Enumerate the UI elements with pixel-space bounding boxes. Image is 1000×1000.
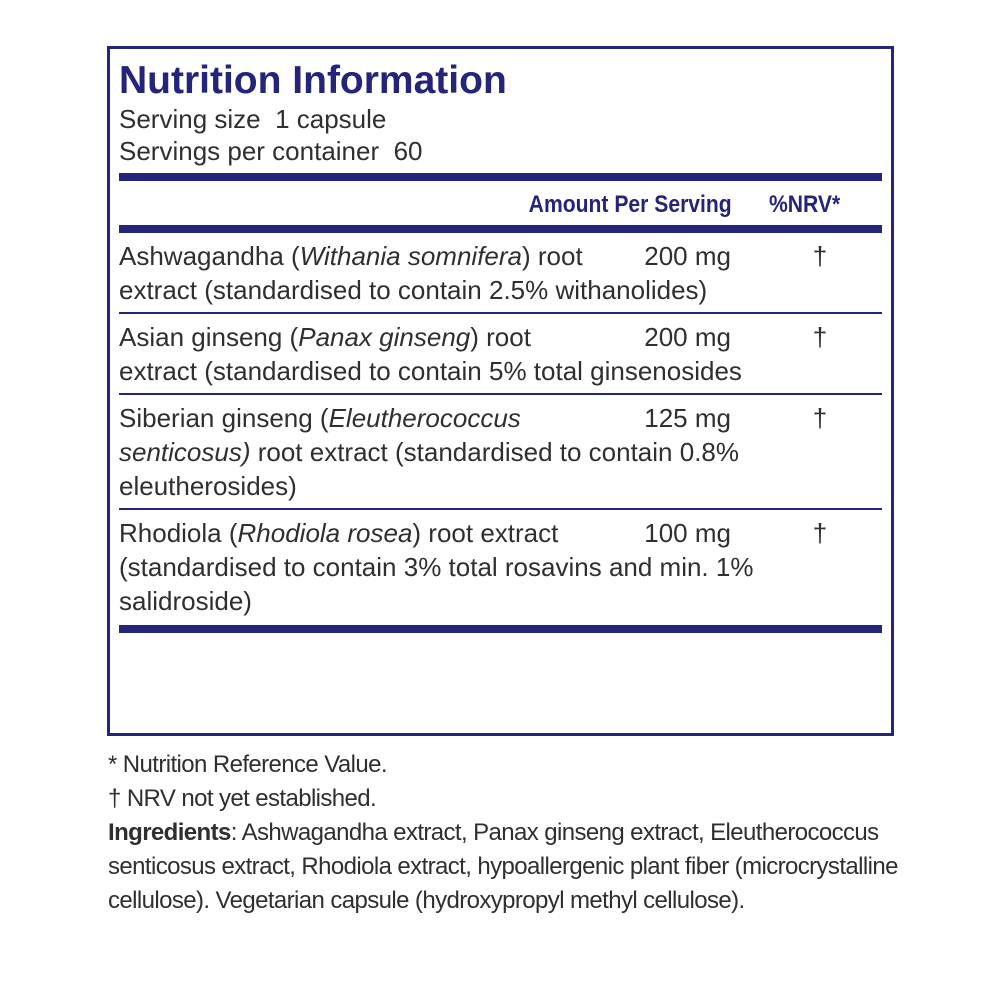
ingredients-label: Ingredients bbox=[108, 819, 231, 846]
divider-bar bbox=[119, 173, 882, 181]
divider-bar bbox=[119, 225, 882, 233]
row-values: 125 mg † bbox=[612, 401, 882, 435]
table-row: 200 mg † Ashwagandha (Withania somnifera) … bbox=[119, 233, 882, 314]
ingredients: Ingredients: Ashwagandha extract, Panax … bbox=[108, 816, 898, 918]
divider-bar bbox=[119, 625, 882, 633]
amount: 200 mg bbox=[644, 322, 731, 352]
nrv: † bbox=[812, 403, 828, 433]
ingredient-name: Rhodiola rosea bbox=[237, 518, 413, 548]
column-header: Amount Per Serving bbox=[528, 191, 732, 218]
servings-per-container: Servings per container 60 bbox=[119, 136, 423, 166]
table-header: Amount Per Serving %NRV* bbox=[119, 181, 882, 225]
ingredients-text: : Ashwagandha extract, Panax ginseng ext… bbox=[108, 819, 898, 914]
table-row: 125 mg † Siberian ginseng (Eleutherococcus… bbox=[119, 395, 882, 510]
footer: * Nutrition Reference Value. † NRV not ye… bbox=[108, 748, 898, 918]
title: Nutrition Information bbox=[119, 59, 507, 102]
amount: 125 mg bbox=[644, 403, 731, 433]
ingredient-name: Eleutherococcus senticosus) bbox=[119, 403, 521, 467]
row-values: 100 mg † bbox=[612, 516, 882, 550]
amount: 100 mg bbox=[644, 518, 731, 548]
panel-content: Nutrition Information Serving size 1 cap… bbox=[119, 49, 882, 633]
ingredient-name: ) root extract (standardised to contain … bbox=[119, 518, 754, 616]
nrv: † bbox=[812, 518, 828, 548]
ingredient-name: Panax ginseng bbox=[298, 322, 471, 352]
nrv: † bbox=[812, 241, 828, 271]
row-values: 200 mg † bbox=[612, 239, 882, 273]
table-body: 200 mg † Ashwagandha (Withania somnifera) … bbox=[119, 233, 882, 625]
footnote: * Nutrition Reference Value. bbox=[108, 751, 388, 778]
ingredient-name: Ashwagandha ( bbox=[119, 241, 300, 271]
ingredient-name: Siberian ginseng ( bbox=[119, 403, 329, 433]
serving-size: Serving size 1 capsule bbox=[119, 104, 387, 134]
amount: 200 mg bbox=[644, 241, 731, 271]
column-header: %NRV* bbox=[769, 191, 841, 218]
table-row: 100 mg † Rhodiola (Rhodiola rosea) root ex… bbox=[119, 510, 882, 625]
row-values: 200 mg † bbox=[612, 320, 882, 354]
ingredient-name: ) root extract (standardised to contain … bbox=[119, 241, 708, 305]
nutrition-panel: Nutrition Information Serving size 1 cap… bbox=[107, 46, 894, 736]
footnote: † NRV not yet established. bbox=[108, 785, 377, 812]
table-row: 200 mg † Asian ginseng (Panax ginseng) roo… bbox=[119, 314, 882, 395]
ingredient-name: Asian ginseng ( bbox=[119, 322, 299, 352]
ingredient-name: Rhodiola ( bbox=[119, 518, 238, 548]
ingredient-name: ) root extract (standardised to contain … bbox=[119, 322, 742, 386]
ingredient-name: Withania somnifera bbox=[299, 241, 522, 271]
nrv: † bbox=[812, 322, 828, 352]
ingredient-name: root extract (standardised to contain 0.… bbox=[119, 437, 739, 501]
